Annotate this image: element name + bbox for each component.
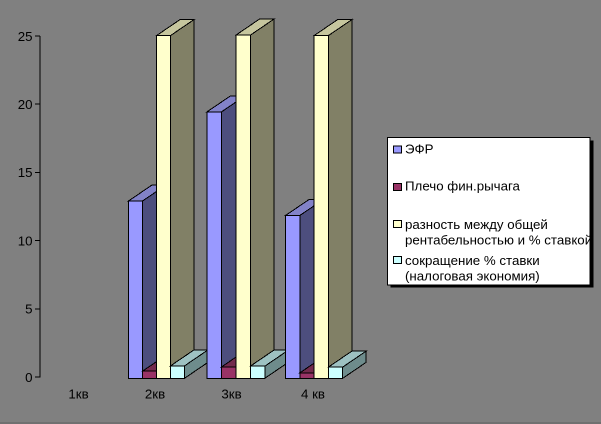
svg-text:4 кв: 4 кв bbox=[301, 387, 325, 402]
svg-text:(налоговая экономия): (налоговая экономия) bbox=[405, 268, 540, 283]
svg-text:25: 25 bbox=[18, 29, 33, 44]
svg-text:разность между общей: разность между общей bbox=[405, 217, 548, 232]
svg-text:15: 15 bbox=[18, 165, 33, 180]
svg-text:20: 20 bbox=[18, 97, 33, 112]
svg-text:сокращение % ставки: сокращение % ставки bbox=[405, 253, 540, 268]
svg-text:2кв: 2кв bbox=[145, 387, 165, 402]
svg-text:10: 10 bbox=[18, 233, 33, 248]
svg-text:Плечо фин.рычага: Плечо фин.рычага bbox=[405, 179, 521, 194]
svg-text:1кв: 1кв bbox=[68, 387, 88, 402]
svg-text:ЭФР: ЭФР bbox=[405, 142, 434, 157]
svg-text:0: 0 bbox=[25, 370, 32, 385]
svg-text:5: 5 bbox=[25, 302, 32, 317]
svg-text:рентабельностью и % ставкой: рентабельностью и % ставкой bbox=[405, 232, 592, 247]
svg-text:3кв: 3кв bbox=[221, 387, 241, 402]
